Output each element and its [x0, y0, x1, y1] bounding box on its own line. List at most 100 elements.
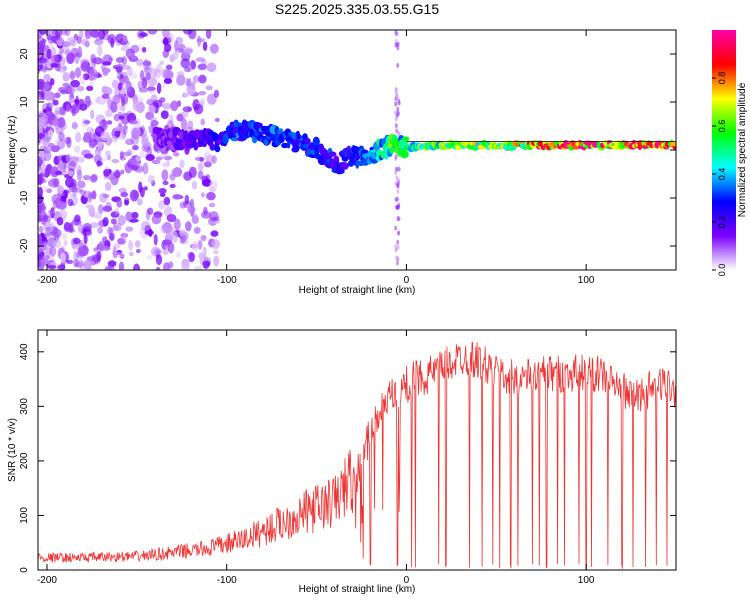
spectrogram-noise-blob	[85, 204, 94, 209]
spectrogram-noise-blob	[54, 92, 61, 99]
spectrogram-noise-blob	[38, 205, 47, 211]
spectrogram-noise-blob	[50, 145, 60, 153]
spectrogram-noise-blob	[54, 139, 62, 146]
snr-panel: -200 -100 0 100 0 100 200 300 400 Height of str…	[7, 329, 677, 595]
spectrogram-noise-blob	[210, 230, 219, 237]
spectrogram-noise-blob	[209, 43, 219, 54]
spectrogram-noise-blob	[118, 115, 125, 120]
spectrogram-ridge-blob	[332, 160, 340, 166]
snr-y-tick-label: 200	[19, 452, 30, 469]
spectrogram-noise-blob	[172, 231, 178, 243]
spectrogram-noise-blob	[110, 135, 119, 143]
spectrogram-noise-blob	[94, 211, 102, 220]
spectrogram-noise-blob	[124, 197, 130, 204]
snr-x-tick-label: 100	[578, 575, 595, 586]
spectrogram-noise-blob	[173, 218, 181, 231]
spectrogram-noise-blob	[180, 118, 188, 131]
spectrogram-noise-blob	[184, 66, 191, 73]
spectrogram-noise-blob	[168, 261, 174, 269]
spectrogram-noise-blob	[53, 239, 62, 248]
spectrogram-noise-blob	[206, 93, 217, 105]
spectrogram-noise-blob	[125, 211, 133, 222]
spectrogram-x-tick-label: -100	[217, 275, 237, 286]
spectrogram-noise-blob	[102, 93, 110, 99]
spectrogram-noise-blob	[47, 142, 55, 148]
spectrogram-streak-blob	[395, 175, 399, 181]
spectrogram-noise-blob	[187, 120, 194, 130]
spectrogram-noise-blob	[46, 48, 52, 60]
spectrogram-noise-blob	[138, 87, 148, 93]
spectrogram-noise-blob	[214, 117, 220, 123]
spectrogram-noise-blob	[129, 55, 138, 60]
spectrogram-noise-blob	[191, 215, 200, 224]
spectrogram-noise-blob	[143, 186, 148, 191]
spectrogram-noise-blob	[64, 49, 72, 56]
spectrogram-noise-blob	[38, 160, 42, 167]
spectrogram-streak-blob	[395, 255, 399, 261]
spectrogram-noise-blob	[135, 155, 141, 162]
spectrogram-noise-blob	[44, 232, 54, 237]
spectrogram-noise-blob	[101, 118, 107, 128]
spectrogram-noise-blob	[185, 221, 192, 232]
spectrogram-noise-blob	[93, 38, 104, 46]
spectrogram-noise-blob	[94, 146, 102, 158]
spectrogram-noise-blob	[39, 148, 45, 158]
spectrogram-noise-blob	[84, 95, 91, 108]
spectrogram-ridge-blob	[257, 122, 263, 129]
spectrogram-streak-blob	[395, 128, 399, 134]
spectrogram-noise-blob	[120, 39, 130, 47]
spectrogram-noise-blob	[77, 180, 86, 189]
spectrogram-noise-blob	[110, 218, 117, 225]
spectrogram-noise-blob	[59, 106, 67, 116]
spectrogram-noise-blob	[179, 201, 187, 209]
spectrogram-noise-blob	[116, 199, 123, 208]
spectrogram-streak-blob	[397, 230, 401, 236]
spectrogram-noise-blob	[103, 86, 113, 96]
spectrogram-noise-blob	[130, 44, 140, 54]
spectrogram-noise-blob	[65, 153, 72, 163]
spectrogram-noise-blob	[54, 170, 63, 176]
spectrogram-noise-blob	[146, 254, 153, 260]
spectrogram-noise-blob	[118, 187, 127, 194]
spectrogram-noise-blob	[168, 114, 174, 126]
spectrogram-streak-blob	[394, 30, 398, 36]
spectrogram-noise-blob	[74, 67, 82, 79]
spectrogram-noise-blob	[135, 249, 141, 254]
spectrogram-noise-blob	[38, 62, 41, 71]
spectrogram-noise-blob	[192, 75, 199, 84]
spectrogram-noise-blob	[58, 160, 64, 171]
spectrogram-noise-blob	[66, 136, 72, 149]
spectrogram-noise-blob	[147, 125, 152, 135]
spectrogram-noise-blob	[38, 33, 43, 43]
spectrogram-noise-blob	[141, 137, 149, 147]
spectrogram-streak-blob	[395, 166, 399, 172]
spectrogram-noise-blob	[117, 215, 126, 226]
spectrogram-noise-blob	[126, 80, 132, 93]
spectrogram-noise-blob	[97, 226, 103, 234]
spectrogram-noise-blob	[77, 258, 84, 268]
spectrogram-noise-blob	[45, 80, 52, 91]
spectrogram-noise-blob	[118, 261, 125, 270]
spectrogram-noise-blob	[119, 151, 124, 159]
spectrogram-noise-blob	[65, 87, 75, 93]
spectrogram-noise-blob	[206, 62, 217, 73]
spectrogram-noise-blob	[88, 191, 93, 200]
spectrogram-noise-blob	[40, 115, 46, 128]
spectrogram-x-tick-label: 100	[578, 275, 595, 286]
spectrogram-streak-blob	[394, 243, 398, 249]
spectrogram-marks	[38, 30, 676, 270]
spectrogram-noise-blob	[205, 30, 212, 39]
spectrogram-noise-blob	[111, 79, 119, 89]
spectrogram-noise-blob	[182, 106, 192, 113]
spectrogram-y-tick-label: 0	[19, 147, 30, 153]
spectrogram-noise-blob	[42, 145, 52, 154]
spectrogram-noise-blob	[162, 69, 169, 80]
spectrogram-noise-blob	[198, 90, 207, 96]
spectrogram-noise-blob	[61, 232, 68, 240]
spectrogram-noise-blob	[180, 58, 191, 69]
spectrogram-noise-blob	[75, 251, 86, 259]
spectrogram-noise-blob	[68, 169, 74, 177]
spectrogram-noise-blob	[69, 70, 76, 80]
spectrogram-noise-blob	[71, 107, 76, 117]
spectrogram-noise-blob	[46, 102, 53, 112]
